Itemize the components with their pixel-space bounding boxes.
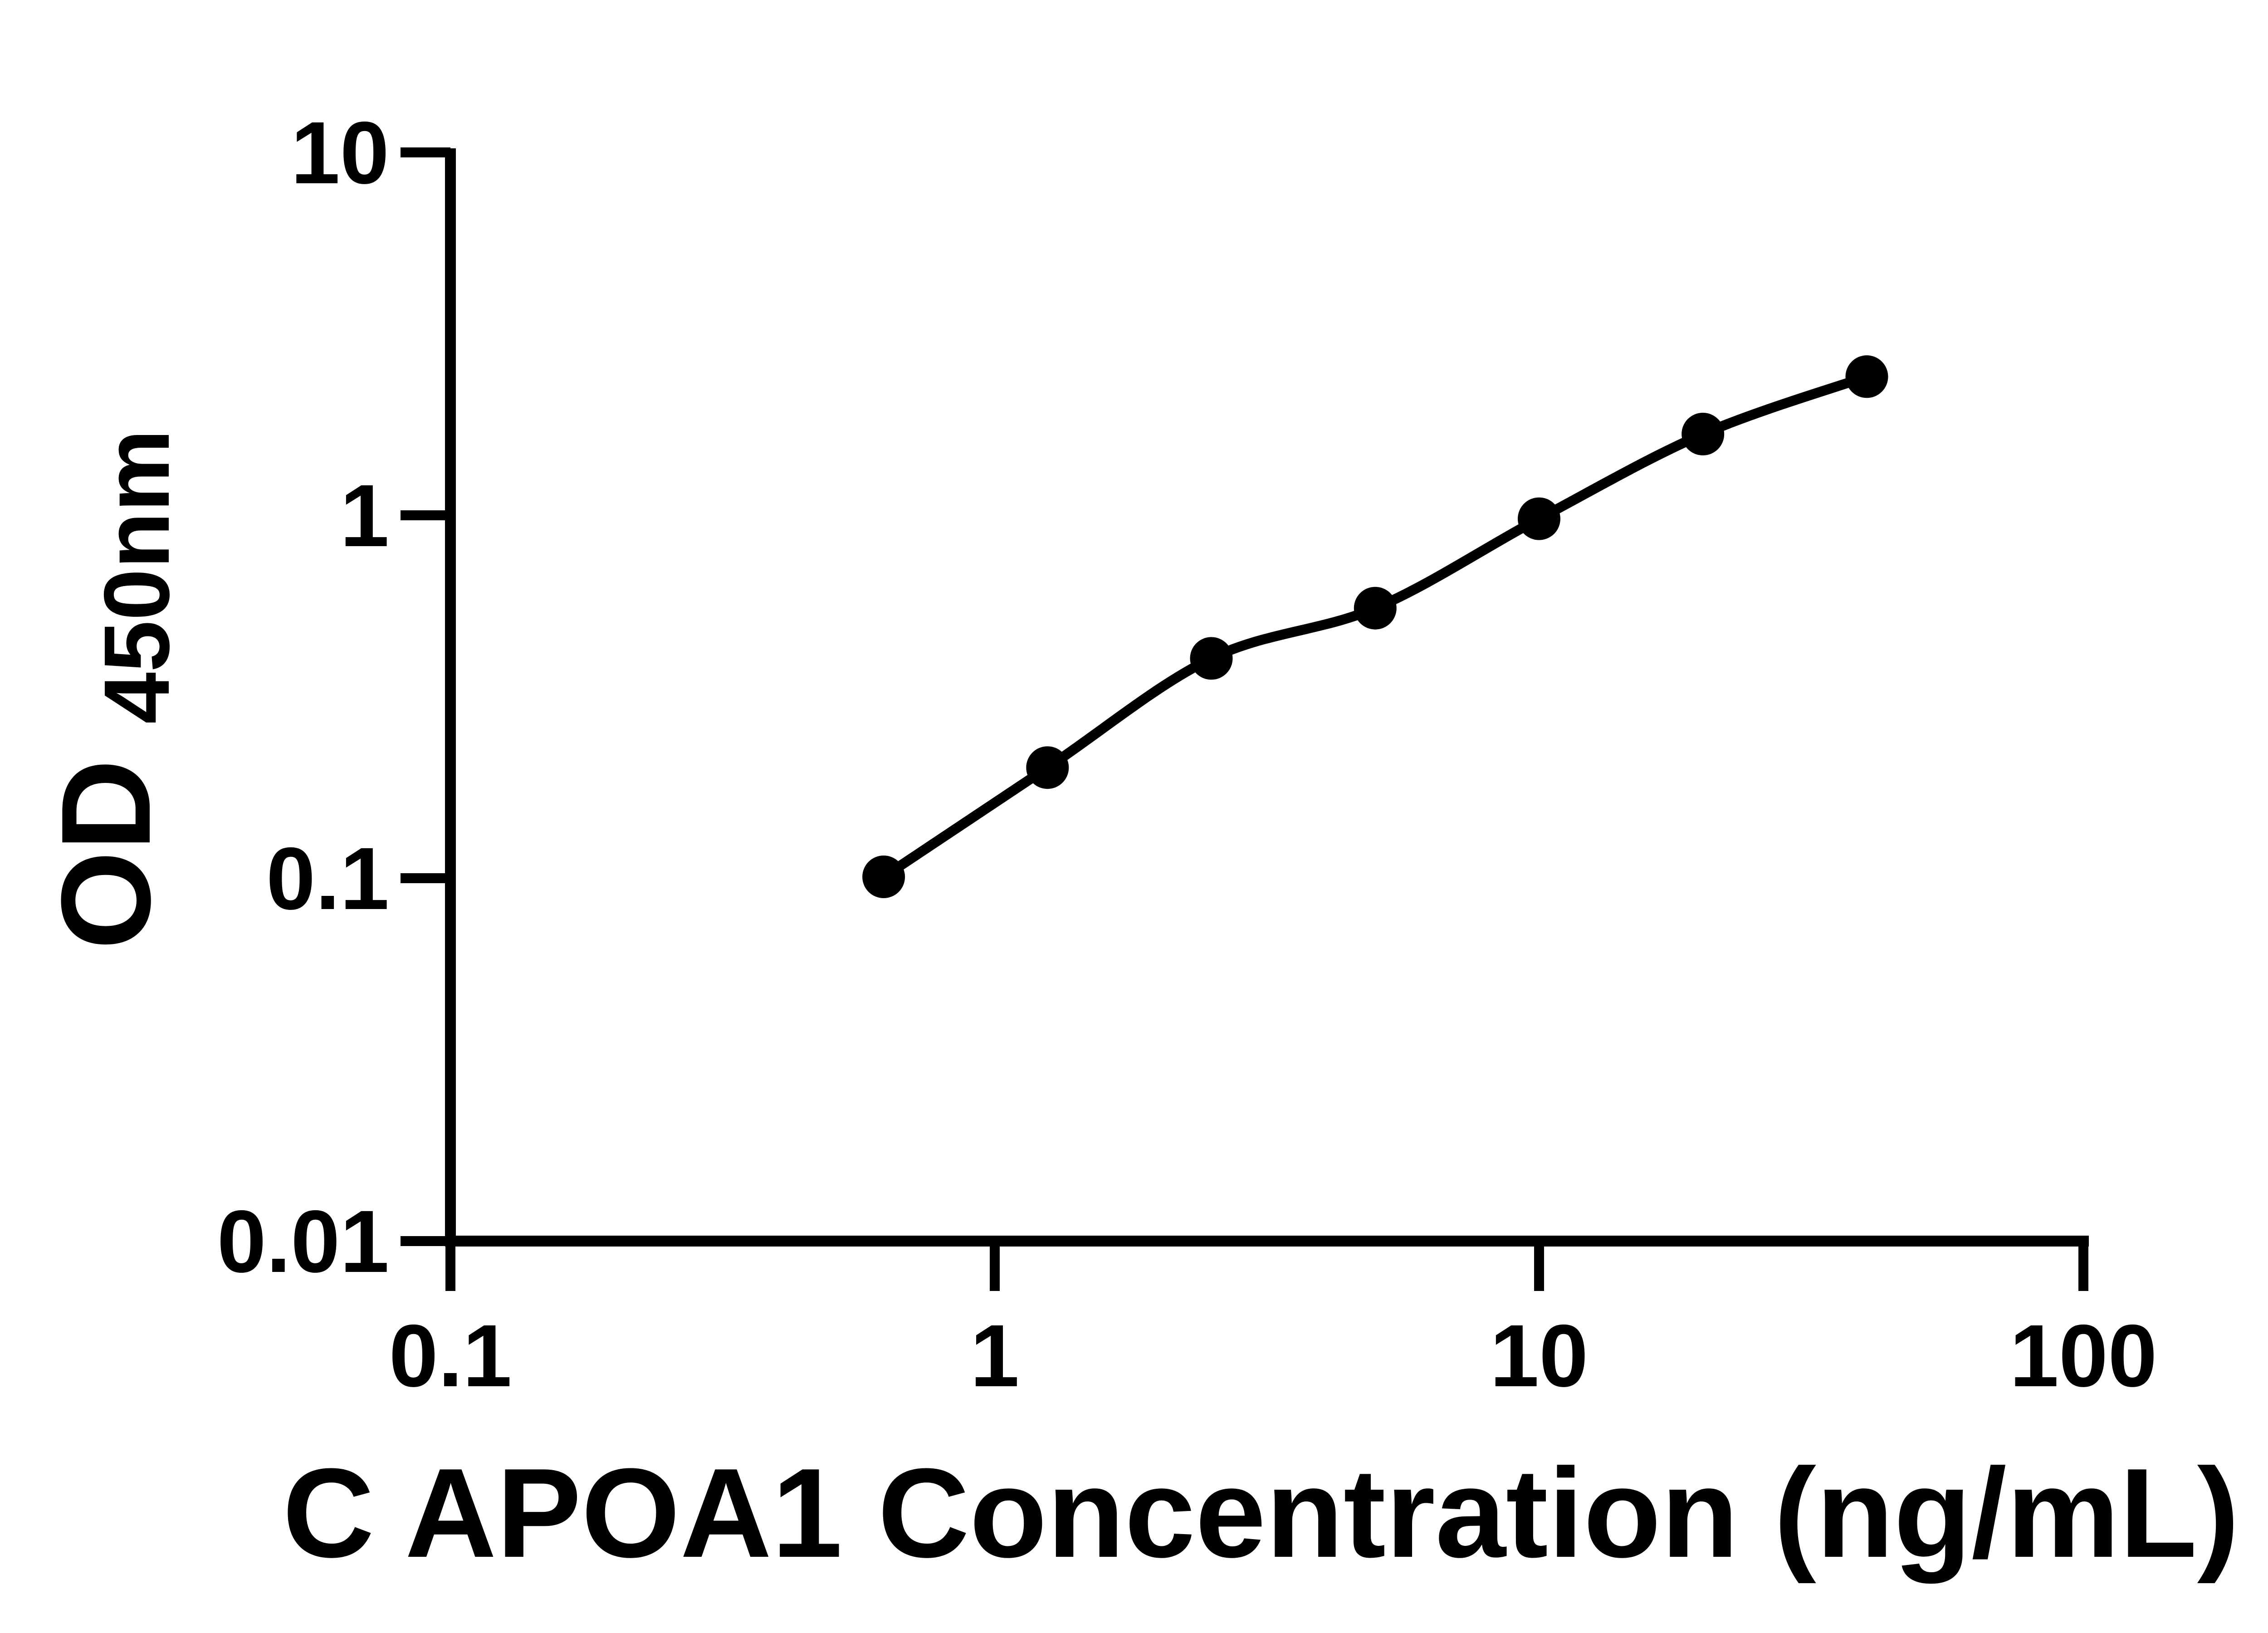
y-axis-ticks [401, 147, 450, 1246]
y-tick-label: 0.01 [217, 1192, 389, 1291]
data-point [1518, 497, 1560, 540]
x-tick-label: 10 [1490, 1306, 1589, 1405]
x-tick-label: 0.1 [389, 1306, 512, 1405]
data-point [1681, 412, 1725, 455]
x-tick-label: 100 [2009, 1306, 2157, 1405]
data-point [1354, 587, 1397, 630]
data-point [862, 856, 905, 898]
x-axis-ticks [445, 1241, 2088, 1291]
y-tick-label: 0.1 [266, 829, 389, 928]
y-tick-label: 10 [291, 103, 389, 202]
x-axis-title: C APOA1 Concentration (ng/mL) [283, 1442, 2239, 1584]
y-tick-label: 1 [340, 466, 389, 565]
data-point [1026, 746, 1069, 789]
y-axis-title: OD 450nm [35, 429, 189, 949]
data-points [862, 355, 1888, 898]
x-tick-label: 1 [970, 1306, 1019, 1405]
data-point [1190, 637, 1233, 680]
y-axis-title-main: OD [35, 759, 177, 950]
x-axis-tick-labels: 0.1 1 10 100 [389, 1306, 2157, 1405]
y-axis-tick-labels: 0.01 0.1 1 10 [217, 103, 389, 1291]
y-axis-title-subscript: 450nm [85, 429, 189, 724]
data-point [1845, 355, 1888, 398]
